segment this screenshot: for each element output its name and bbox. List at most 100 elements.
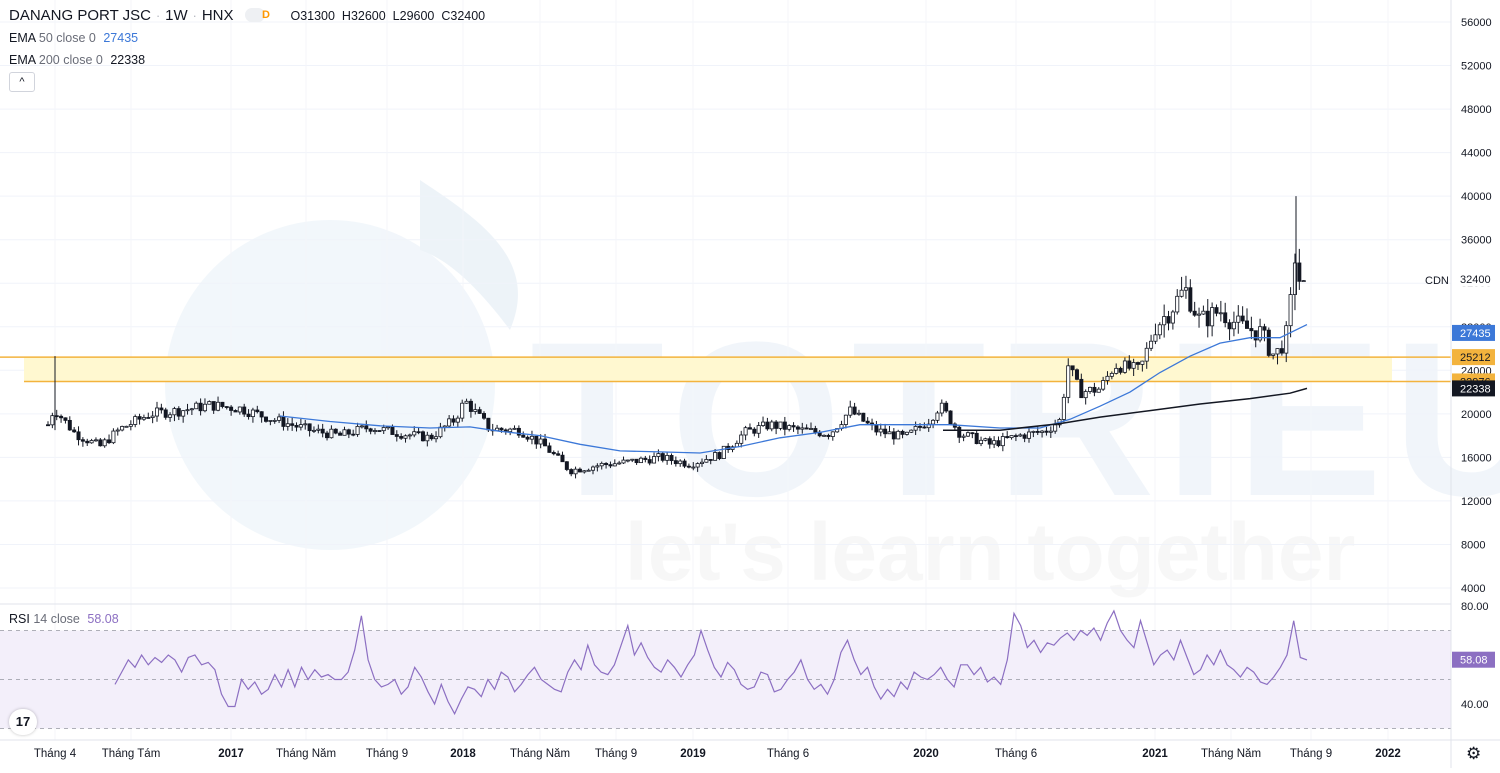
candle-up: [904, 431, 909, 435]
candle-up: [1258, 326, 1263, 341]
rsi-axis[interactable]: 40.00 80.00 58.08: [1452, 601, 1495, 711]
ema200-legend[interactable]: EMA 200 close 0 22338: [9, 52, 145, 68]
candle-down: [246, 413, 251, 418]
candle-down: [747, 427, 752, 430]
candle-down: [499, 427, 504, 431]
candle-down: [861, 412, 866, 422]
time-axis[interactable]: Tháng 4 Tháng Tám 2017 Tháng Năm Tháng 9 2018…: [34, 748, 1401, 760]
settings-gear-icon[interactable]: ⚙: [1466, 744, 1482, 763]
candle-up: [342, 429, 347, 436]
candle-down: [390, 426, 395, 435]
ema50-legend[interactable]: EMA 50 close 0 27435: [9, 30, 138, 46]
price-tick-label: 16000: [1461, 452, 1492, 464]
candle-up: [612, 463, 617, 467]
candle-down: [85, 440, 90, 444]
candle-down: [320, 428, 325, 434]
ema200-name: EMA: [9, 53, 36, 67]
candle-up: [447, 418, 452, 427]
time-tick-label: 2022: [1375, 748, 1401, 760]
price-tick-label: 40000: [1461, 191, 1492, 203]
interval-label[interactable]: 1W: [165, 7, 188, 24]
candle-up: [311, 429, 316, 432]
candle-up: [678, 460, 683, 465]
candle-down: [551, 452, 556, 455]
delay-badge[interactable]: D: [244, 8, 270, 22]
candle-down: [416, 431, 421, 434]
candle-up: [591, 466, 596, 471]
candle-down: [686, 465, 691, 468]
candle-down: [1118, 367, 1123, 373]
candle-down: [516, 427, 521, 436]
ohlc-values: O31300 H32600 L29600 C32400: [290, 9, 486, 23]
candle-up: [691, 466, 696, 469]
candle-up: [329, 428, 334, 439]
candle-up: [625, 459, 630, 462]
candle-down: [1227, 322, 1232, 330]
candle-down: [1214, 307, 1219, 314]
candle-up: [1105, 375, 1110, 381]
candle-down: [577, 468, 582, 473]
watermark-logo-flame: [420, 180, 518, 330]
candle-up: [1197, 313, 1202, 316]
price-tick-label: 12000: [1461, 496, 1492, 508]
candle-up: [460, 402, 465, 419]
price-badge-label: 25212: [1460, 352, 1491, 364]
price-axis[interactable]: 4000800012000160002000024000280003200036…: [1452, 17, 1495, 595]
ema50-line: [279, 324, 1308, 454]
candle-down: [669, 455, 674, 462]
candle-up: [1000, 436, 1005, 447]
ohlc-close: 32400: [450, 9, 486, 23]
time-tick-label: 2017: [218, 748, 244, 760]
candle-up: [992, 440, 997, 445]
candle-down: [643, 457, 648, 460]
candle-down: [1044, 430, 1049, 433]
candle-down: [1070, 365, 1075, 371]
candle-up: [89, 440, 94, 444]
candle-up: [809, 428, 814, 430]
ohlc-high: 32600: [350, 9, 386, 23]
candle-up: [185, 409, 190, 412]
candle-down: [1188, 287, 1193, 312]
candle-up: [822, 434, 827, 437]
price-tick-label: 52000: [1461, 61, 1492, 73]
candle-down: [608, 464, 613, 467]
candle-up: [434, 436, 439, 440]
candle-up: [372, 430, 377, 432]
delay-badge-label: D: [261, 9, 270, 21]
ohlc-low: 29600: [399, 9, 435, 23]
price-badge: [1452, 324, 1495, 341]
candle-up: [529, 435, 534, 440]
candle-down: [368, 428, 373, 432]
candle-up: [656, 453, 661, 457]
candle-up: [913, 426, 918, 431]
candle-up: [621, 459, 626, 464]
candle-down: [521, 434, 526, 438]
candle-up: [250, 409, 255, 418]
candle-down: [569, 469, 574, 475]
grid: [0, 0, 1451, 740]
candle-up: [1009, 435, 1014, 439]
candle-up: [512, 427, 517, 430]
candle-up: [909, 429, 914, 433]
candle-down: [486, 417, 491, 431]
candle-up: [887, 431, 892, 435]
candle-down: [1005, 436, 1010, 439]
symbol-name[interactable]: DANANG PORT JSC: [9, 7, 151, 24]
tradingview-logo[interactable]: 17: [9, 709, 37, 735]
candle-up: [115, 429, 120, 432]
ema50-params: 50 close 0: [38, 31, 96, 45]
collapse-legend-button[interactable]: ^: [9, 72, 35, 92]
candle-down: [137, 416, 142, 420]
candle-up: [412, 431, 417, 436]
price-tick-label: 56000: [1461, 17, 1492, 29]
candle-up: [761, 421, 766, 426]
rsi-legend[interactable]: RSI 14 close 58.08: [9, 611, 119, 627]
watermark-logo-circle: [165, 220, 495, 550]
candle-up: [878, 428, 883, 433]
candle-down: [107, 439, 112, 444]
candle-down: [72, 429, 77, 433]
candle-down: [1166, 316, 1171, 324]
candle-up: [935, 412, 940, 421]
candle-down: [290, 423, 295, 426]
